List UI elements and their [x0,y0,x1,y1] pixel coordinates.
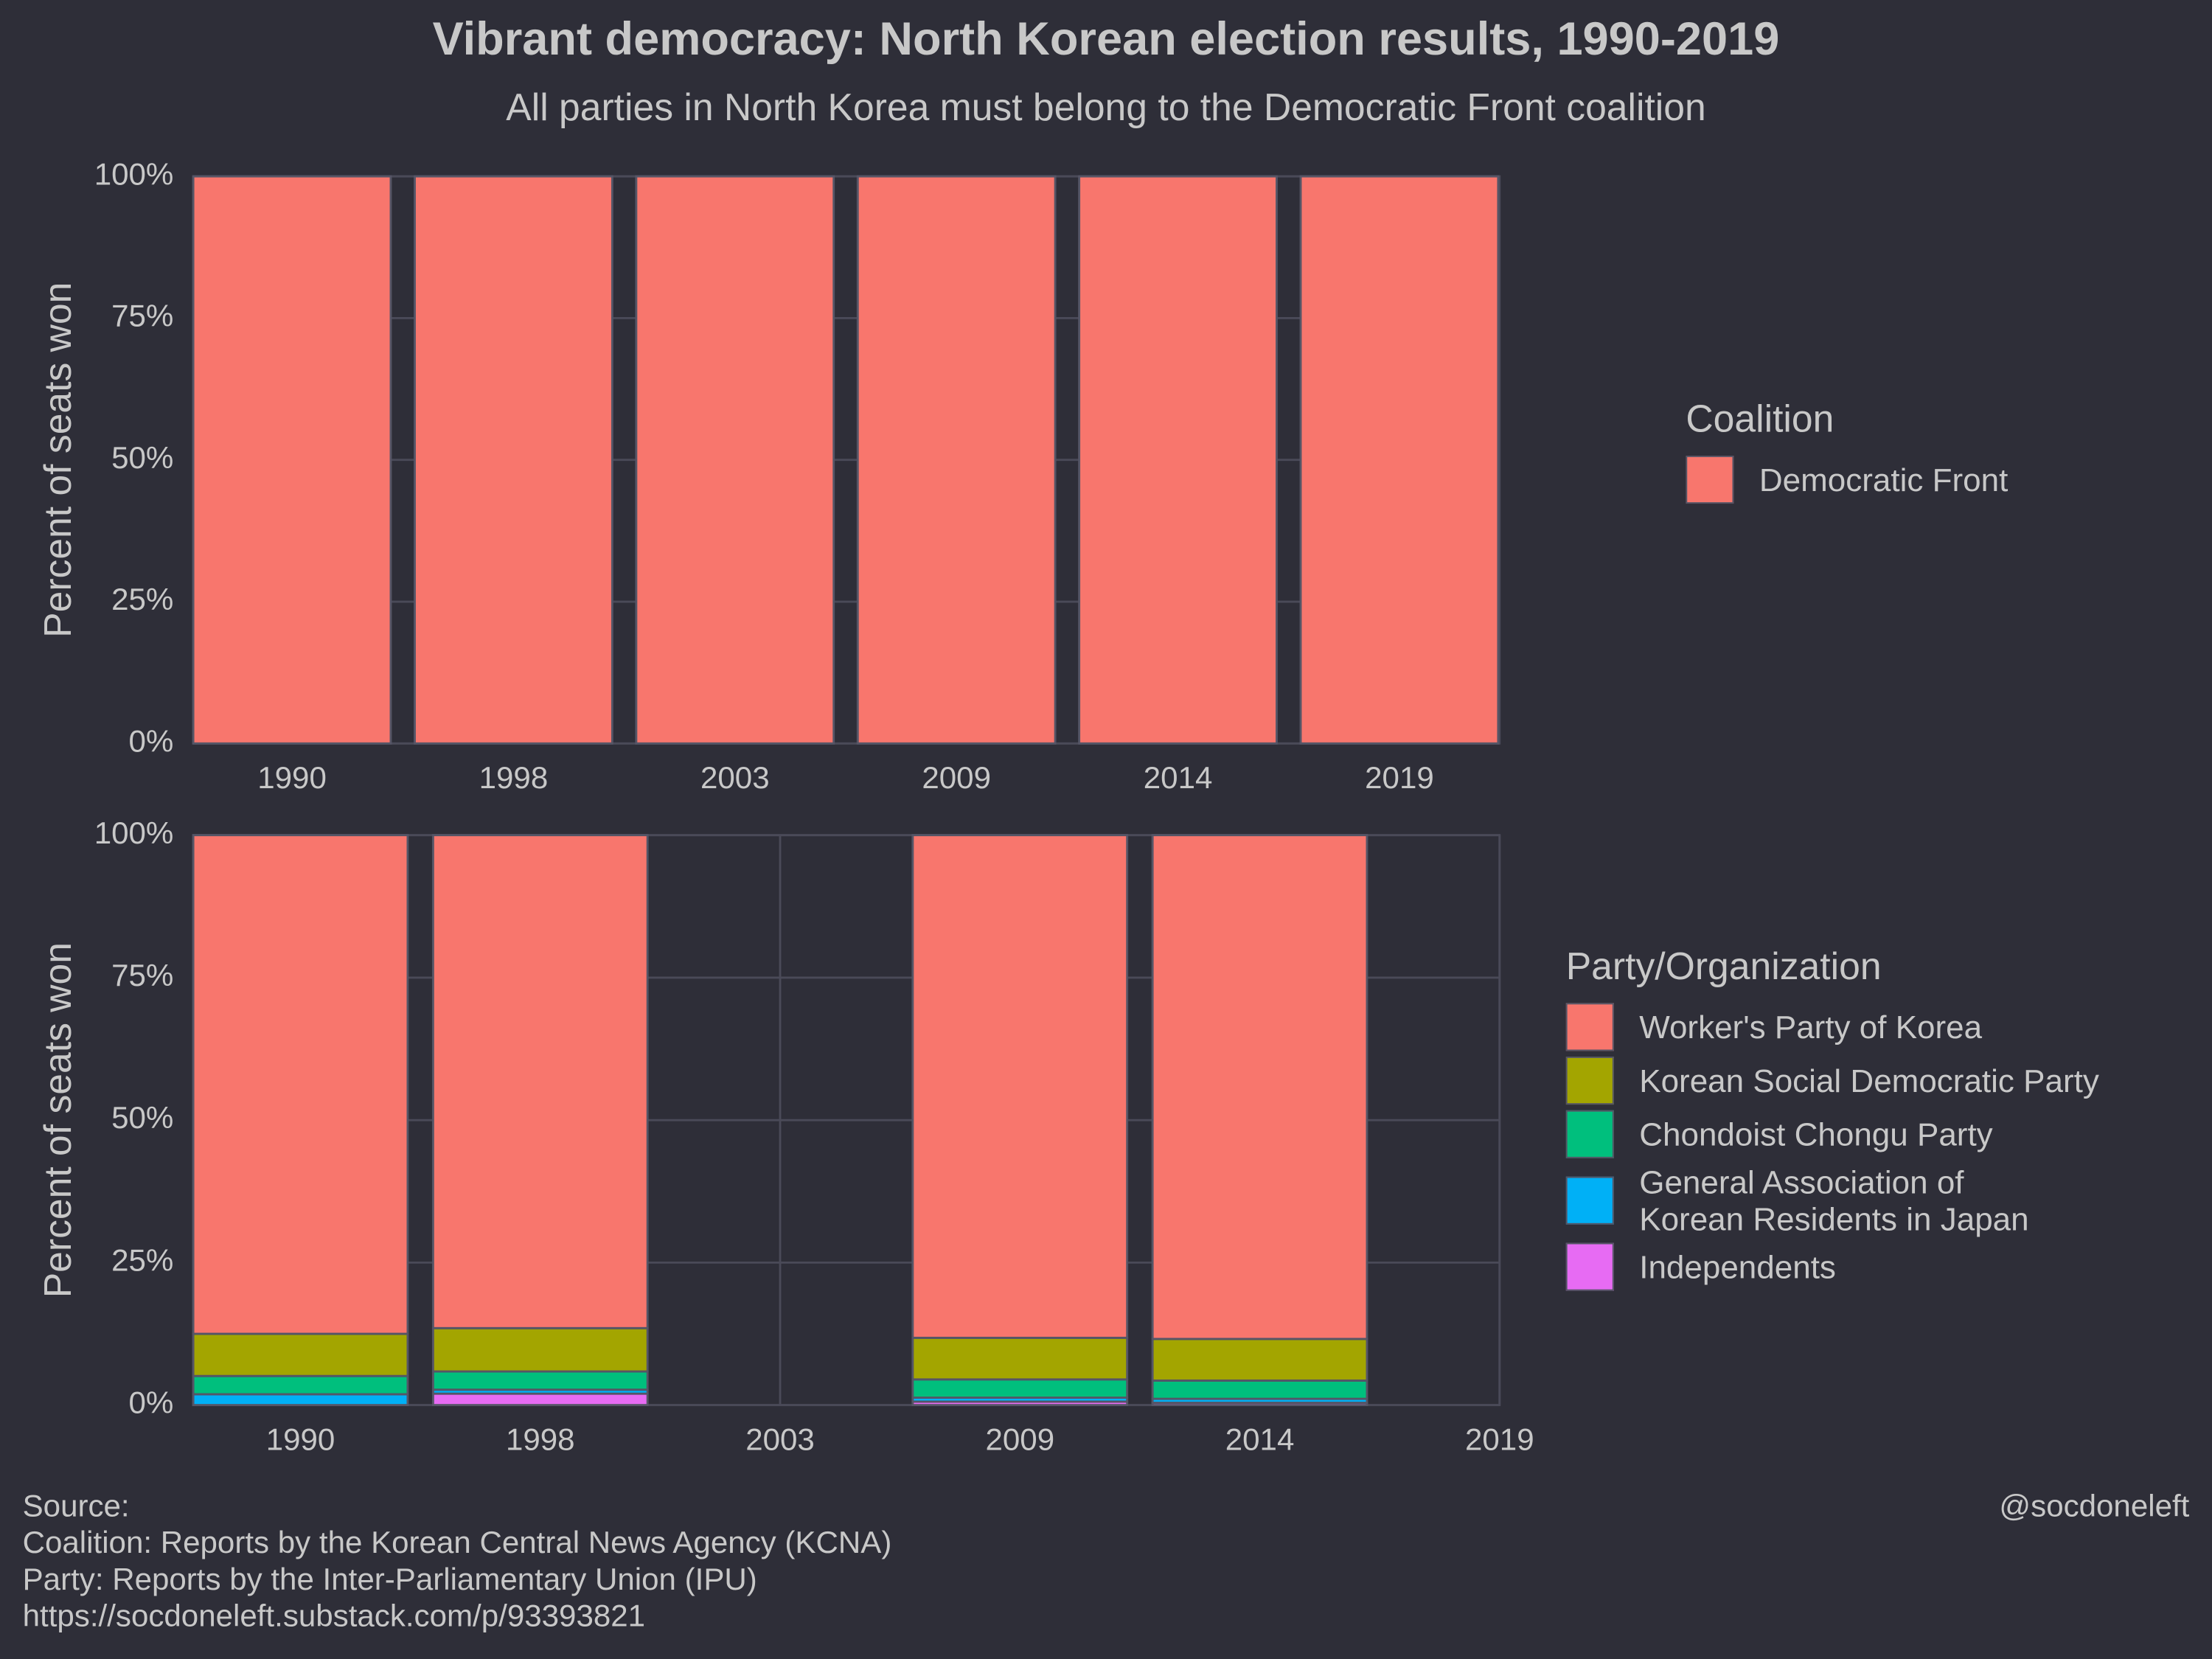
bar-segment [431,834,649,1329]
caption-line: Source: [23,1488,130,1523]
bar-segment [1151,1338,1368,1382]
x-tick-label: 2003 [700,760,770,795]
legend-label: Independents [1639,1248,1836,1285]
legend: Party/Organization Worker's Party of Kore… [1565,945,2212,1291]
y-tick-label: 50% [111,440,173,475]
y-axis-label: Percent of seats won [36,942,79,1298]
bar-segment [192,1374,409,1396]
bar-segment [911,1336,1129,1381]
bar-segment [635,175,835,745]
bar-segment [856,175,1057,745]
x-tick-label: 2019 [1465,1422,1534,1456]
x-tick-label: 2014 [1144,760,1213,795]
bar-segment [192,175,392,745]
chart-subtitle: All parties in North Korea must belong t… [506,86,1705,128]
legend-swatch [1565,1110,1614,1158]
legend-box: Coalition Democratic Front [1686,398,2212,504]
legend-title: Party/Organization [1565,945,1882,988]
bar-segment [1299,175,1500,745]
legend-title: Coalition [1686,397,1834,440]
legend-swatch [1565,1242,1614,1291]
caption-line: https://socdoneleft.substack.com/p/93393… [23,1599,645,1633]
y-tick-label: 75% [111,299,173,333]
bar-segment [414,175,613,745]
legend-item: Independents [1565,1242,2212,1291]
x-tick-label: 1998 [506,1422,575,1456]
bar-segment [192,1332,409,1377]
x-tick-label: 2009 [922,760,991,795]
legend-label: General Association of Korean Residents … [1639,1164,2029,1237]
caption-line: Coalition: Reports by the Korean Central… [23,1525,892,1559]
legend-box: Party/Organization Worker's Party of Kore… [1565,945,2212,1291]
legend-swatch [1686,455,1734,504]
legend-label: Korean Social Democratic Party [1639,1062,2099,1099]
legend-label: Chondoist Chongu Party [1639,1116,1993,1153]
x-tick-label: 2019 [1365,760,1434,795]
legend-item: Korean Social Democratic Party [1565,1057,2212,1105]
legend-item: Chondoist Chongu Party [1565,1110,2212,1158]
y-tick-label: 0% [129,723,174,758]
x-tick-label: 1998 [479,760,549,795]
bar-segment [1151,1379,1368,1400]
y-tick-label: 50% [111,1100,173,1135]
y-tick-label: 25% [111,1242,173,1277]
bar-segment [431,1392,649,1407]
caption-line: Party: Reports by the Inter-Parliamentar… [23,1562,757,1596]
bar-segment [192,1393,409,1407]
legend-label: Democratic Front [1759,461,2008,498]
credit: @socdoneleft [1999,1488,2189,1523]
y-axis-label: Percent of seats won [36,282,79,638]
x-tick-label: 1990 [257,760,327,795]
legend-item: General Association of Korean Residents … [1565,1164,2212,1237]
y-tick-label: 75% [111,958,173,992]
legend: Coalition Democratic Front [1686,398,2212,504]
x-tick-label: 2003 [745,1422,815,1456]
bar-segment [1078,175,1278,745]
legend-item: Worker's Party of Korea [1565,1003,2212,1051]
x-tick-label: 2014 [1225,1422,1295,1456]
legend-label: Worker's Party of Korea [1639,1008,1983,1046]
bar-segment [431,1326,649,1373]
y-tick-label: 25% [111,582,173,616]
legend-swatch [1565,1057,1614,1105]
x-tick-label: 2009 [985,1422,1054,1456]
legend-item: Democratic Front [1686,455,2212,504]
y-tick-label: 0% [129,1385,174,1420]
bar-segment [431,1370,649,1391]
legend-swatch [1565,1176,1614,1225]
chart-title: Vibrant democracy: North Korean election… [433,13,1780,65]
bar-segment [911,834,1129,1339]
x-tick-label: 1990 [266,1422,335,1456]
legend-swatch [1565,1003,1614,1051]
y-tick-label: 100% [94,156,174,191]
bar-segment [911,1378,1129,1399]
bar-segment [1151,834,1368,1340]
bar-segment [192,834,409,1335]
y-tick-label: 100% [94,815,174,850]
